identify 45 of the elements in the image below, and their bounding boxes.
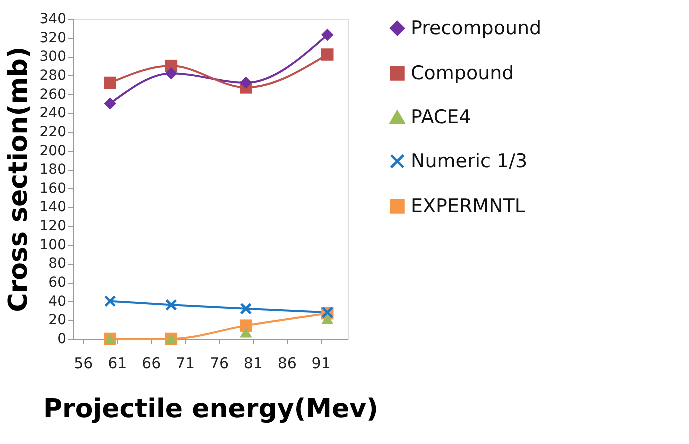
legend-label: EXPERMNTL xyxy=(411,196,526,218)
legend-label: Compound xyxy=(411,62,514,84)
y-tick-label: 220 xyxy=(40,124,66,140)
y-tick-label: 260 xyxy=(40,86,66,103)
point xyxy=(240,320,252,332)
y-tick-label: 280 xyxy=(40,68,66,84)
y-tick-label: 340 xyxy=(40,12,66,28)
point xyxy=(104,98,116,110)
point xyxy=(165,67,178,80)
x-tick-label: 81 xyxy=(244,354,263,372)
x-tick-label: 61 xyxy=(108,354,128,372)
point xyxy=(240,302,252,315)
point xyxy=(240,76,252,90)
point xyxy=(165,299,178,312)
y-tick-label: 160 xyxy=(40,180,66,197)
x-tick-label: 56 xyxy=(74,354,94,372)
y-tick-label: 60 xyxy=(48,275,66,292)
x-tick-label: 66 xyxy=(142,354,162,372)
point xyxy=(322,314,334,325)
y-axis-title: Cross section(mb) xyxy=(4,46,34,312)
y-tick-label: 120 xyxy=(40,218,66,235)
y-tick-label: 140 xyxy=(40,200,66,216)
y-tick-label: 240 xyxy=(40,106,66,122)
x-axis-title: Projectile energy(Mev) xyxy=(43,394,379,424)
y-tick-label: 320 xyxy=(40,30,66,46)
legend-label: Precompound xyxy=(411,18,542,40)
x-tick-label: 91 xyxy=(312,354,331,372)
x-tick-label: 76 xyxy=(210,354,230,372)
legend-label: PACE4 xyxy=(411,106,472,128)
y-tick-label: 200 xyxy=(40,143,66,160)
x-tick-label: 86 xyxy=(278,354,297,372)
point xyxy=(322,48,334,61)
point xyxy=(104,76,116,90)
y-tick-label: 20 xyxy=(48,312,66,329)
point xyxy=(104,295,116,308)
y-tick-label: 180 xyxy=(40,162,66,178)
y-tick-label: 80 xyxy=(48,256,66,272)
y-tick-label: 300 xyxy=(40,49,66,66)
y-tick-label: 40 xyxy=(48,294,66,310)
y-tick-label: 0 xyxy=(58,332,66,348)
x-tick-label: 71 xyxy=(176,354,196,372)
point xyxy=(240,327,252,338)
y-tick-label: 100 xyxy=(40,237,66,254)
legend-label: Numeric 1/3 xyxy=(411,150,528,172)
point xyxy=(322,28,334,42)
